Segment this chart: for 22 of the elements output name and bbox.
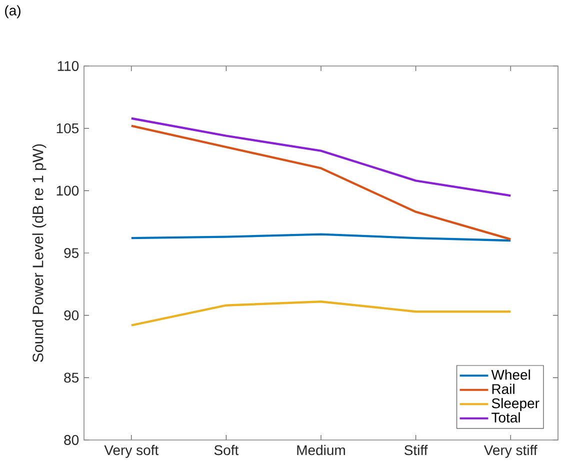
x-tick-label: Soft — [214, 444, 239, 456]
y-tick-label: 100 — [56, 186, 79, 196]
legend-label: Wheel — [491, 370, 530, 380]
line-series — [130, 117, 512, 197]
x-tick-label: Stiff — [404, 444, 428, 456]
y-tick-label: 95 — [64, 248, 79, 258]
line-series — [130, 300, 512, 326]
y-tick-label: 85 — [64, 372, 79, 383]
y-tick-label: 80 — [64, 435, 79, 445]
legend-label: Total — [492, 412, 520, 423]
x-tick-label: Very stiff — [484, 444, 538, 458]
legend-label: Rail — [492, 384, 514, 394]
line-series — [130, 233, 512, 242]
y-tick-label: 90 — [64, 310, 79, 320]
x-tick-label: Very soft — [104, 444, 159, 458]
y-axis-title: Sound Power Level (dB re 1 pW) — [32, 144, 46, 362]
line-series — [130, 124, 512, 240]
text: (a) — [5, 5, 20, 18]
y-tick-label: 110 — [58, 61, 79, 71]
x-tick-label: Medium — [297, 444, 345, 456]
y-tick-label: 105 — [56, 123, 79, 134]
legend-label: Sleeper — [492, 398, 540, 412]
